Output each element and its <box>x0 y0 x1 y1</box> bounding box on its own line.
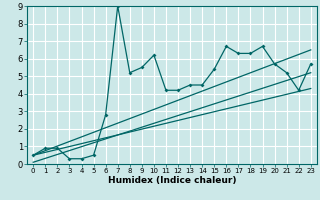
X-axis label: Humidex (Indice chaleur): Humidex (Indice chaleur) <box>108 176 236 185</box>
